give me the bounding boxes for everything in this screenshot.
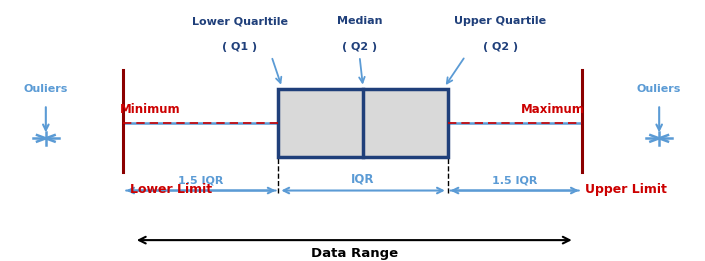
Text: Data Range: Data Range: [311, 247, 398, 260]
Text: Upper Limit: Upper Limit: [585, 183, 667, 196]
Text: Ouliers: Ouliers: [637, 84, 681, 94]
Text: Upper Quartile: Upper Quartile: [455, 16, 546, 26]
Text: 1.5 IQR: 1.5 IQR: [492, 175, 537, 185]
Text: 1.5 IQR: 1.5 IQR: [178, 175, 223, 185]
Text: ( Q2 ): ( Q2 ): [483, 42, 518, 52]
Text: Ouliers: Ouliers: [24, 84, 68, 94]
Text: Minimum: Minimum: [120, 103, 180, 116]
Text: Maximum: Maximum: [521, 103, 585, 116]
Text: IQR: IQR: [351, 172, 375, 185]
Text: ( Q1 ): ( Q1 ): [222, 42, 257, 52]
Text: ( Q2 ): ( Q2 ): [342, 42, 377, 52]
Text: Lower Quarltile: Lower Quarltile: [192, 16, 288, 26]
Text: Lower Limit: Lower Limit: [130, 183, 212, 196]
Text: Median: Median: [337, 16, 382, 26]
Bar: [278, 89, 448, 157]
